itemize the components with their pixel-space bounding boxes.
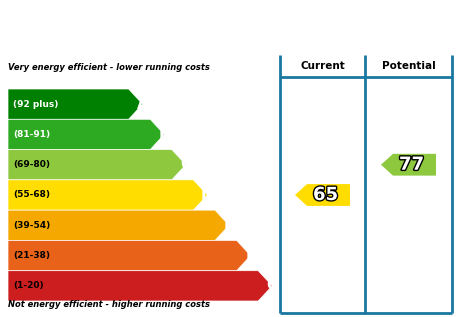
Polygon shape [8,150,186,180]
Polygon shape [8,119,164,150]
Text: Potential: Potential [382,61,436,71]
Text: Energy Efficiency Rating: Energy Efficiency Rating [14,17,302,37]
Text: G: G [266,278,278,293]
Text: B: B [159,127,170,142]
Text: 65: 65 [313,186,338,204]
Text: 77: 77 [399,156,424,174]
Text: E: E [224,218,234,233]
Polygon shape [8,89,143,119]
Text: (55-68): (55-68) [13,191,50,199]
Polygon shape [8,180,207,210]
Text: Very energy efficient - lower running costs: Very energy efficient - lower running co… [8,63,210,72]
Polygon shape [8,210,229,240]
Text: D: D [201,187,214,203]
Polygon shape [295,184,350,206]
Text: A: A [137,97,149,112]
Text: Not energy efficient - higher running costs: Not energy efficient - higher running co… [8,300,210,309]
Text: (1-20): (1-20) [13,281,43,290]
Polygon shape [381,154,436,176]
Text: (39-54): (39-54) [13,221,50,230]
Text: (21-38): (21-38) [13,251,50,260]
Text: (69-80): (69-80) [13,160,50,169]
Text: Current: Current [300,61,345,71]
Text: (92 plus): (92 plus) [13,100,58,109]
Polygon shape [8,271,272,301]
Text: F: F [245,248,256,263]
Text: (81-91): (81-91) [13,130,50,139]
Text: C: C [180,157,191,172]
Polygon shape [8,240,250,271]
